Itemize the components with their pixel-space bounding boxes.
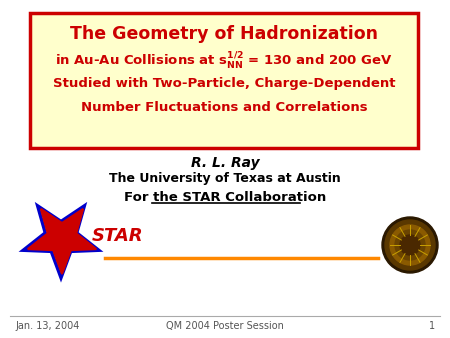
Circle shape	[400, 235, 420, 255]
Text: R. L. Ray: R. L. Ray	[191, 156, 259, 170]
FancyBboxPatch shape	[30, 13, 418, 148]
Text: 1: 1	[429, 321, 435, 331]
Text: QM 2004 Poster Session: QM 2004 Poster Session	[166, 321, 284, 331]
Circle shape	[390, 225, 430, 265]
Circle shape	[395, 230, 425, 260]
Polygon shape	[28, 209, 96, 274]
Text: The University of Texas at Austin: The University of Texas at Austin	[109, 172, 341, 185]
Text: Jan. 13, 2004: Jan. 13, 2004	[15, 321, 79, 331]
Text: For the STAR Collaboration: For the STAR Collaboration	[124, 191, 326, 204]
Circle shape	[382, 217, 438, 273]
Text: Studied with Two-Particle, Charge-Dependent: Studied with Two-Particle, Charge-Depend…	[53, 77, 395, 90]
Text: The Geometry of Hadronization: The Geometry of Hadronization	[70, 25, 378, 43]
Text: Number Fluctuations and Correlations: Number Fluctuations and Correlations	[81, 101, 367, 114]
Text: STAR: STAR	[92, 227, 144, 245]
Circle shape	[385, 220, 435, 270]
Text: in Au-Au Collisions at $\mathbf{s_{NN}^{1/2}}$ = 130 and 200 GeV: in Au-Au Collisions at $\mathbf{s_{NN}^{…	[55, 51, 393, 72]
